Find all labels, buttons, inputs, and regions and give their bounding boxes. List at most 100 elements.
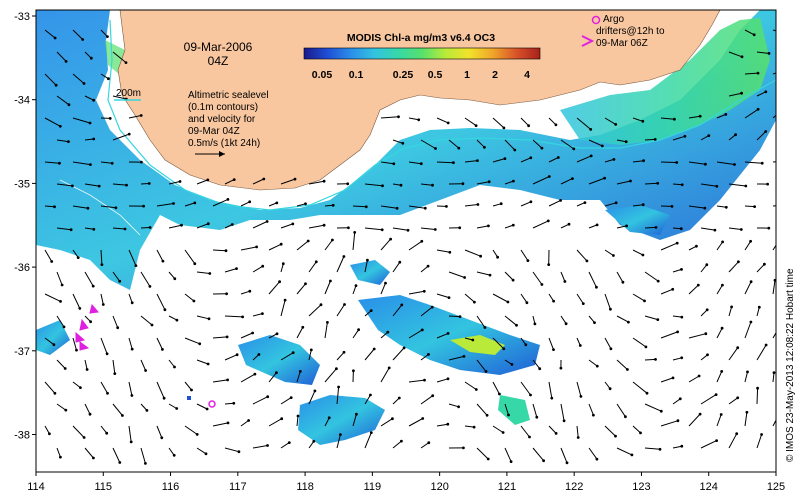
legend-line: Altimetric sealevel	[188, 90, 269, 101]
velocity-arrowhead	[327, 416, 331, 420]
velocity-arrow	[560, 139, 575, 150]
velocity-arrowhead	[457, 405, 460, 409]
x-tick-label: 123	[632, 481, 650, 493]
velocity-arrow	[100, 73, 109, 80]
velocity-arrow	[728, 397, 738, 405]
velocity-arrowhead	[538, 367, 542, 371]
velocity-arrow	[744, 108, 759, 119]
velocity-arrowhead	[53, 205, 56, 209]
velocity-arrow	[56, 403, 67, 411]
velocity-arrow	[56, 51, 67, 62]
velocity-arrowhead	[257, 353, 261, 356]
velocity-arrow	[196, 447, 207, 455]
velocity-arrow	[364, 260, 368, 273]
velocity-arrowhead	[471, 338, 475, 342]
velocity-arrowhead	[680, 356, 684, 360]
velocity-arrowhead	[529, 200, 533, 204]
velocity-arrowhead	[658, 447, 662, 451]
velocity-arrow	[785, 91, 792, 96]
velocity-arrowhead	[342, 350, 346, 354]
velocity-arrowhead	[121, 414, 124, 417]
velocity-arrowhead	[720, 326, 724, 330]
velocity-arrowhead	[58, 161, 61, 165]
argo-drifters	[75, 303, 99, 351]
contour-200m	[107, 19, 776, 211]
velocity-arrowhead	[261, 264, 265, 268]
velocity-arrowhead	[397, 115, 400, 119]
velocity-arrow	[756, 344, 767, 361]
velocity-arrow	[504, 271, 514, 281]
velocity-arrow	[560, 447, 568, 463]
velocity-arrow	[532, 139, 543, 149]
velocity-arrow	[408, 379, 425, 383]
velocity-arrowhead	[626, 368, 629, 371]
velocity-arrowhead	[59, 455, 62, 459]
velocity-arrowhead	[423, 378, 426, 382]
velocity-arrow	[112, 133, 130, 141]
velocity-arrow	[56, 139, 69, 143]
velocity-arrowhead	[346, 182, 350, 186]
chl-band-west	[36, 10, 776, 290]
velocity-arrowhead	[400, 303, 404, 307]
velocity-arrow	[616, 447, 633, 456]
velocity-arrow	[464, 381, 477, 390]
velocity-arrow	[688, 115, 701, 119]
velocity-arrow	[112, 95, 127, 100]
velocity-arrow	[436, 249, 450, 253]
velocity-arrow	[476, 271, 491, 276]
velocity-arrowhead	[797, 225, 800, 228]
velocity-arrowhead	[529, 393, 532, 397]
velocity-arrowhead	[205, 407, 209, 411]
velocity-arrow	[44, 161, 60, 164]
velocity-arrow	[632, 204, 644, 207]
velocity-arrowhead	[446, 332, 450, 335]
velocity-arrow	[72, 293, 81, 309]
contour-200m-label: 200m	[116, 88, 141, 99]
colorbar-tick-label: 0.25	[393, 69, 414, 81]
velocity-arrowhead	[248, 200, 252, 204]
velocity-arrowhead	[366, 258, 369, 262]
velocity-arrowhead	[540, 146, 544, 150]
velocity-arrow	[84, 183, 100, 187]
velocity-arrowhead	[782, 69, 785, 72]
velocity-arrow	[716, 241, 724, 251]
velocity-arrow	[492, 249, 499, 258]
x-tick-label: 119	[364, 481, 382, 493]
velocity-arrowhead	[639, 431, 642, 435]
velocity-arrow	[448, 355, 465, 361]
velocity-arrow	[532, 447, 544, 462]
velocity-arrow	[72, 249, 79, 258]
velocity-arrowhead	[501, 431, 505, 434]
velocity-arrowhead	[225, 292, 229, 296]
velocity-arrowhead	[671, 376, 675, 380]
velocity-arrowhead	[163, 308, 167, 312]
velocity-arrow	[224, 268, 237, 273]
velocity-arrowhead	[124, 61, 128, 64]
velocity-arrow	[72, 29, 84, 40]
velocity-arrowhead	[206, 178, 210, 182]
velocity-arrow	[296, 283, 306, 295]
velocity-arrow	[224, 179, 235, 185]
velocity-arrowhead	[420, 328, 424, 332]
velocity-arrow	[756, 434, 763, 449]
velocity-arrow	[324, 239, 333, 251]
velocity-arrowhead	[733, 163, 736, 166]
velocity-arrow	[392, 227, 409, 231]
velocity-arrowhead	[764, 90, 768, 94]
velocity-arrowhead	[326, 321, 329, 324]
velocity-arrowhead	[528, 435, 531, 439]
velocity-arrowhead	[369, 309, 373, 312]
velocity-arrow	[128, 249, 137, 266]
velocity-arrow	[744, 161, 763, 164]
velocity-arrowhead	[483, 145, 486, 149]
velocity-arrow	[588, 359, 598, 367]
velocity-arrowhead	[629, 179, 632, 183]
velocity-arrowhead	[547, 263, 551, 266]
velocity-arrowhead	[715, 184, 719, 188]
velocity-arrowhead	[578, 344, 582, 347]
velocity-arrowhead	[533, 322, 537, 326]
velocity-arrowhead	[592, 413, 595, 417]
legend-line: and velocity for	[188, 114, 256, 125]
velocity-arrow	[100, 381, 108, 394]
velocity-arrowhead	[82, 82, 86, 85]
